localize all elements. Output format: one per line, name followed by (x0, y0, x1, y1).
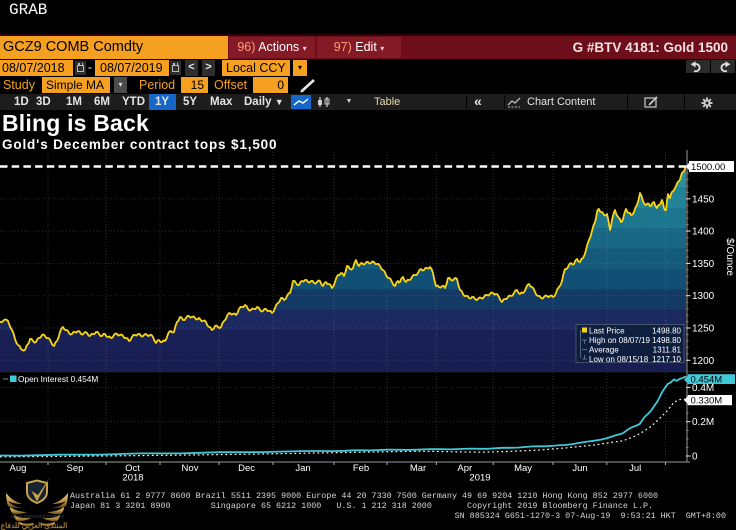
svg-text:1450: 1450 (692, 194, 715, 205)
svg-text:Apr: Apr (457, 463, 472, 474)
svg-text:ARAB DEFENSE FORUM: ARAB DEFENSE FORUM (10, 514, 64, 519)
svg-text:0: 0 (692, 452, 698, 463)
svg-text:$/Ounce: $/Ounce (724, 238, 735, 276)
svg-text:1400: 1400 (692, 227, 715, 238)
svg-text:0.2M: 0.2M (692, 417, 714, 428)
svg-text:1350: 1350 (692, 259, 715, 270)
svg-text:Jul: Jul (629, 463, 641, 474)
svg-text:1498.80: 1498.80 (652, 327, 681, 336)
svg-text:Aug: Aug (10, 463, 27, 474)
svg-text:Last Price: Last Price (589, 327, 625, 336)
svg-text:0.330M: 0.330M (691, 396, 723, 407)
svg-text:المنتدى العربي للدفاع: المنتدى العربي للدفاع (1, 521, 68, 530)
svg-text:0.454M: 0.454M (691, 375, 723, 386)
svg-text:1311.81: 1311.81 (653, 346, 682, 355)
svg-text:1498.80: 1498.80 (652, 336, 681, 345)
svg-text:1200: 1200 (692, 356, 715, 367)
svg-text:Jan: Jan (295, 463, 310, 474)
svg-text:1500.00: 1500.00 (691, 162, 725, 173)
svg-text:May: May (514, 463, 532, 474)
svg-text:0.4M: 0.4M (692, 383, 714, 394)
svg-text:Jun: Jun (572, 463, 587, 474)
svg-text:High on 08/07/19: High on 08/07/19 (589, 336, 650, 345)
svg-text:Average: Average (589, 346, 619, 355)
svg-text:Nov: Nov (182, 463, 199, 474)
svg-text:2018: 2018 (122, 473, 143, 484)
svg-text:Sep: Sep (67, 463, 84, 474)
svg-text:Low on 08/15/18: Low on 08/15/18 (589, 355, 649, 364)
svg-text:2019: 2019 (469, 473, 490, 484)
svg-text:Oct: Oct (125, 463, 140, 474)
svg-text:1250: 1250 (692, 324, 715, 335)
svg-text:Open Interest 0.454M: Open Interest 0.454M (18, 374, 98, 384)
svg-text:Dec: Dec (238, 463, 255, 474)
svg-text:1217.10: 1217.10 (652, 355, 681, 364)
svg-text:Feb: Feb (353, 463, 369, 474)
svg-text:Mar: Mar (410, 463, 426, 474)
svg-text:1300: 1300 (692, 291, 715, 302)
